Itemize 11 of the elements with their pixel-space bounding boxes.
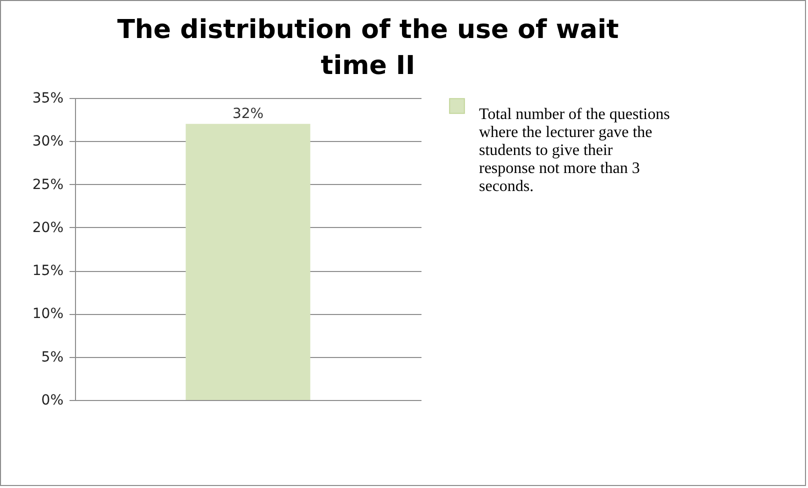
y-tick-label: 20% — [32, 220, 64, 236]
y-tick-label: 10% — [32, 306, 64, 322]
y-tick-label: 5% — [41, 349, 64, 366]
legend-label: Total number of the questions where the lecturer gave the students to give their response not more than 3 seconds. — [479, 106, 670, 195]
y-tick-label: 25% — [32, 176, 64, 193]
y-tick-label: 15% — [32, 263, 64, 280]
data-label: 32% — [232, 106, 264, 122]
y-tick-label: 0% — [41, 392, 64, 408]
y-tick-label: 35% — [32, 90, 64, 106]
chart-title: The distribution of the use of wait time II — [117, 15, 619, 81]
y-tick-label: 30% — [32, 134, 64, 150]
